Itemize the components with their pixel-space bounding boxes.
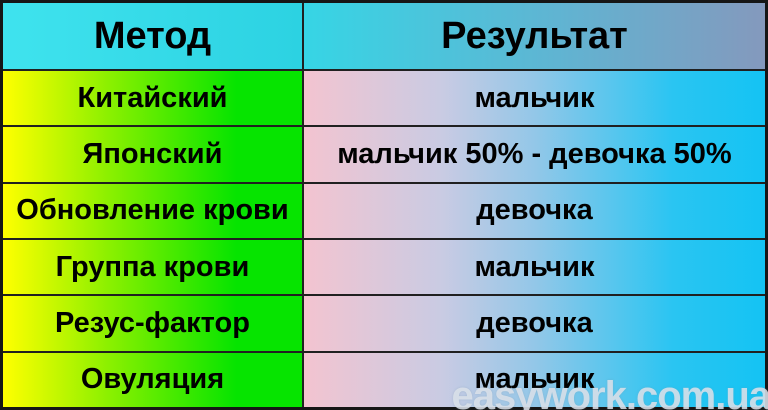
method-cell: Резус-фактор	[3, 296, 304, 351]
result-cell: мальчик	[303, 352, 765, 407]
method-cell: Китайский	[3, 71, 304, 126]
result-cell: мальчик	[303, 71, 765, 126]
method-cell: Группа крови	[3, 239, 304, 295]
result-cell: мальчик	[303, 239, 765, 295]
table-row: Овуляция мальчик	[3, 350, 765, 407]
table-row: Японский мальчик 50% - девочка 50%	[3, 125, 765, 182]
table-row: Группа крови мальчик	[3, 237, 765, 295]
result-cell: девочка	[303, 183, 765, 238]
method-cell: Обновление крови	[3, 183, 304, 238]
result-cell: девочка	[303, 296, 765, 351]
table-row: Резус-фактор девочка	[3, 294, 765, 351]
method-cell: Японский	[3, 127, 304, 182]
result-cell: мальчик 50% - девочка 50%	[303, 127, 765, 182]
column-header-method: Метод	[3, 3, 304, 69]
table-row: Китайский мальчик	[3, 69, 765, 126]
table-row: Обновление крови девочка	[3, 181, 765, 238]
table-header-row: Метод Результат	[3, 3, 765, 69]
column-header-result: Результат	[303, 3, 765, 69]
method-cell: Овуляция	[3, 352, 304, 407]
